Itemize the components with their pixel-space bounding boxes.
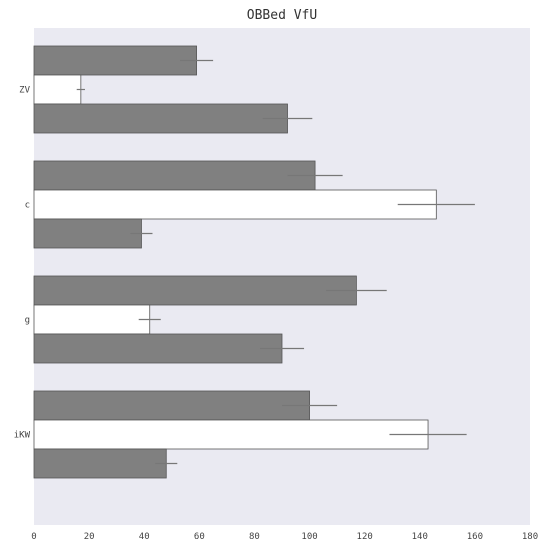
bar-g-1 xyxy=(33,304,151,335)
y-tick-labels: ZV c g iKW xyxy=(14,86,31,441)
x-tick-labels: 0 20 40 60 80 100 120 140 160 180 xyxy=(31,532,538,542)
x-tick-label: 120 xyxy=(357,532,373,542)
bar-ZV-0 xyxy=(33,45,197,76)
x-tick-label: 180 xyxy=(522,532,538,542)
bar-c-0 xyxy=(33,160,316,191)
y-tick-label: g xyxy=(25,316,30,326)
bar-g-0 xyxy=(33,275,357,306)
bar-iKW-2 xyxy=(33,448,167,479)
bar-c-1 xyxy=(33,189,437,220)
y-tick-label: c xyxy=(25,201,30,211)
x-tick-label: 100 xyxy=(301,532,317,542)
x-tick-label: 40 xyxy=(139,532,150,542)
bars-group xyxy=(33,45,437,479)
bar-c-2 xyxy=(33,218,142,249)
chart-title: OBBed VfU xyxy=(247,8,317,23)
bar-ZV-2 xyxy=(33,103,288,134)
bar-ZV-1 xyxy=(33,74,82,105)
bar-iKW-1 xyxy=(33,419,429,450)
x-tick-label: 160 xyxy=(467,532,483,542)
x-tick-label: 140 xyxy=(412,532,428,542)
x-tick-label: 20 xyxy=(84,532,95,542)
y-tick-label: iKW xyxy=(14,431,31,441)
bar-g-2 xyxy=(33,333,283,364)
x-tick-label: 80 xyxy=(249,532,260,542)
error-bars-group xyxy=(76,59,475,465)
y-tick-label: ZV xyxy=(19,86,30,96)
bar-iKW-0 xyxy=(33,390,310,421)
x-tick-label: 60 xyxy=(194,532,205,542)
x-tick-label: 0 xyxy=(31,532,36,542)
